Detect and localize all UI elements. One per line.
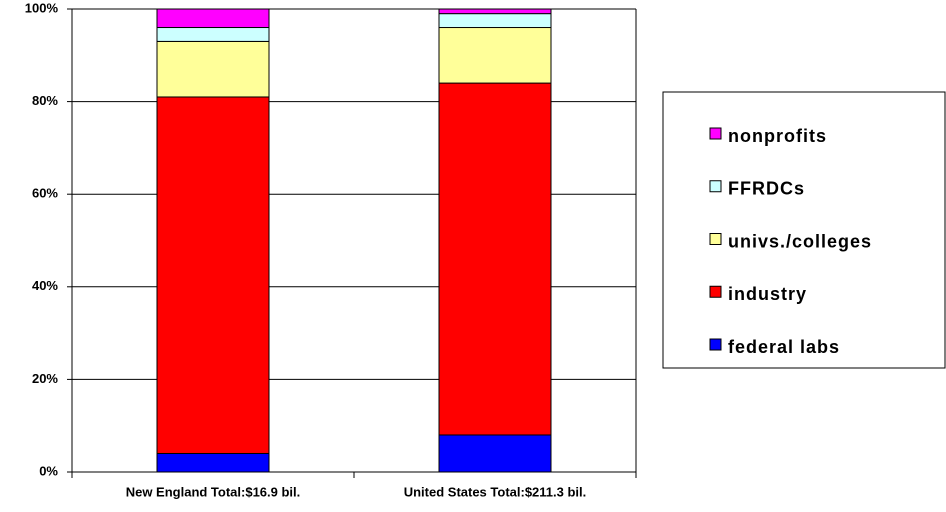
- bar-segment: [438, 27, 552, 84]
- y-tick-label: 80%: [32, 93, 58, 108]
- legend-label: nonprofits: [728, 126, 827, 146]
- y-tick-label: 40%: [32, 278, 58, 293]
- bar-segment: [156, 8, 270, 29]
- legend-swatch: [709, 285, 722, 298]
- legend-label: univs./colleges: [728, 231, 872, 251]
- legend-label: industry: [728, 284, 807, 304]
- x-tick-label: New England Total:$16.9 bil.: [126, 484, 301, 499]
- y-tick-label: 100%: [25, 0, 59, 15]
- y-tick-label: 20%: [32, 371, 58, 386]
- bar-segment: [156, 40, 270, 98]
- bar-segment: [156, 452, 270, 473]
- bar-segment: [156, 27, 270, 42]
- bar-segment: [156, 96, 270, 454]
- y-tick-label: 0%: [39, 463, 58, 478]
- bar-segment: [438, 8, 552, 15]
- legend-swatch: [709, 338, 722, 351]
- x-tick-label: United States Total:$211.3 bil.: [404, 484, 587, 499]
- legend-swatch: [709, 180, 722, 193]
- bar-segment: [438, 13, 552, 29]
- bar-segment: [438, 434, 552, 473]
- legend-label: federal labs: [728, 337, 840, 357]
- legend-swatch: [709, 233, 722, 245]
- legend-label: FFRDCs: [728, 179, 805, 199]
- legend-swatch: [709, 127, 722, 140]
- y-tick-label: 60%: [32, 186, 58, 201]
- bar-segment: [438, 82, 552, 436]
